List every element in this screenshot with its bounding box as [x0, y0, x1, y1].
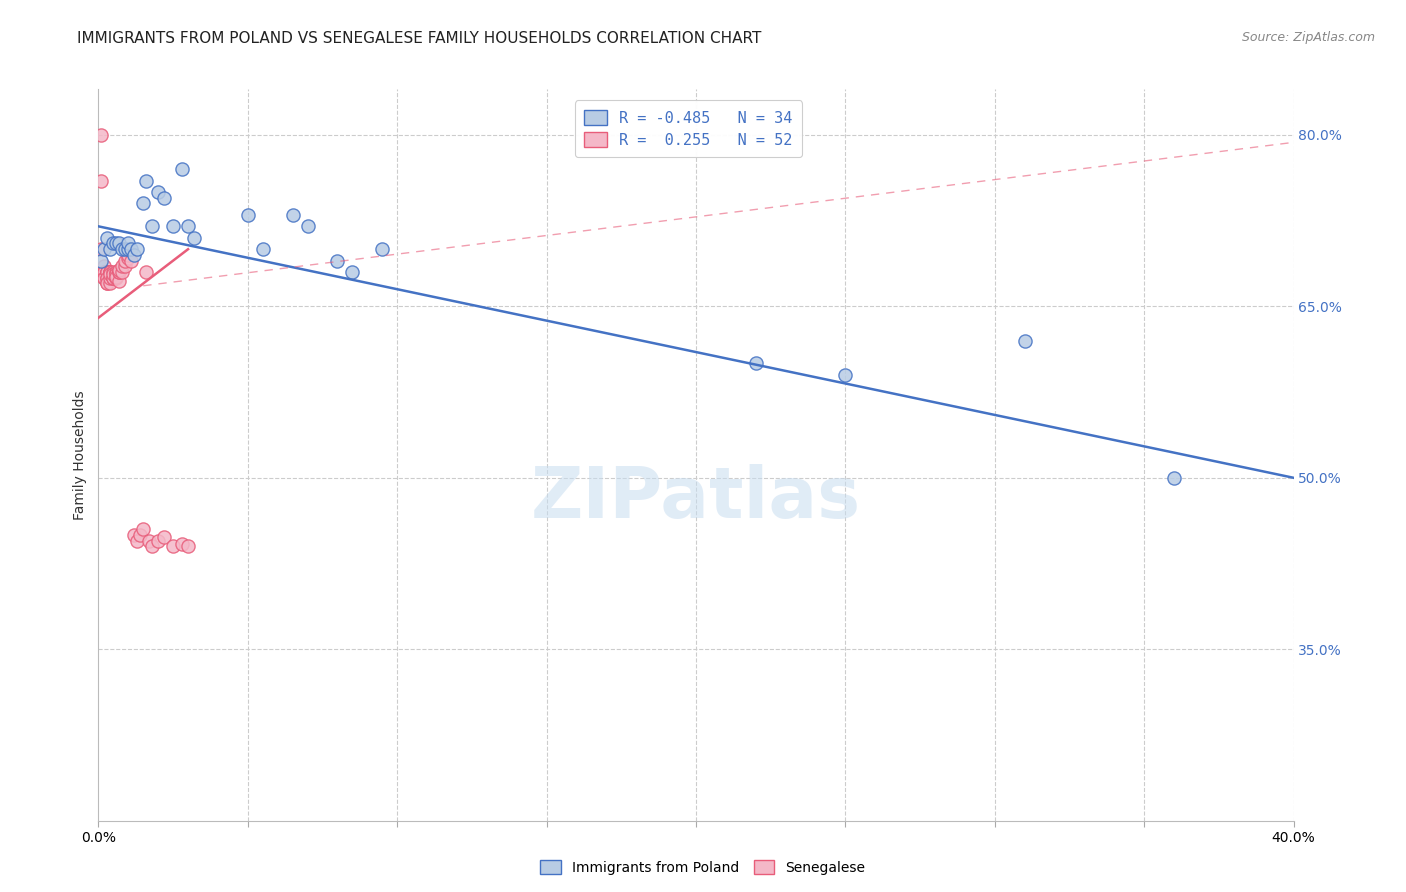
Point	[177, 539, 200, 553]
Point	[108, 265, 131, 279]
Point	[138, 533, 160, 548]
Point	[120, 242, 142, 256]
Point	[127, 533, 149, 548]
Point	[124, 248, 146, 262]
Point	[105, 265, 128, 279]
Legend: R = -0.485   N = 34, R =  0.255   N = 52: R = -0.485 N = 34, R = 0.255 N = 52	[575, 101, 801, 157]
Point	[96, 265, 118, 279]
Point	[111, 242, 134, 256]
Point	[93, 242, 115, 256]
Point	[98, 277, 122, 291]
Point	[93, 270, 115, 285]
Text: Source: ZipAtlas.com: Source: ZipAtlas.com	[1241, 31, 1375, 45]
Point	[105, 269, 128, 284]
Point	[117, 242, 139, 256]
Point	[342, 265, 364, 279]
Point	[172, 537, 194, 551]
Point	[183, 231, 205, 245]
Text: ZIPatlas: ZIPatlas	[531, 465, 860, 533]
Point	[135, 173, 157, 187]
Point	[93, 265, 115, 279]
Point	[132, 522, 155, 536]
Point	[153, 530, 176, 544]
Point	[177, 219, 200, 234]
Point	[93, 260, 115, 274]
Text: IMMIGRANTS FROM POLAND VS SENEGALESE FAMILY HOUSEHOLDS CORRELATION CHART: IMMIGRANTS FROM POLAND VS SENEGALESE FAM…	[77, 31, 762, 46]
Point	[90, 253, 112, 268]
Point	[111, 260, 134, 274]
Point	[745, 356, 768, 371]
Point	[98, 265, 122, 279]
Point	[93, 265, 115, 279]
Point	[114, 242, 136, 256]
Point	[93, 270, 115, 285]
Point	[98, 242, 122, 256]
Point	[117, 252, 139, 266]
Point	[297, 219, 319, 234]
Point	[117, 236, 139, 251]
Point	[96, 265, 118, 279]
Point	[96, 270, 118, 285]
Point	[162, 539, 184, 553]
Point	[371, 242, 394, 256]
Point	[1014, 334, 1036, 348]
Point	[98, 265, 122, 279]
Point	[281, 208, 304, 222]
Point	[127, 242, 149, 256]
Point	[117, 248, 139, 262]
Point	[96, 277, 118, 291]
Point	[108, 265, 131, 279]
Point	[1163, 471, 1185, 485]
Point	[124, 528, 146, 542]
Point	[105, 268, 128, 282]
Point	[153, 191, 176, 205]
Point	[141, 539, 163, 553]
Point	[252, 242, 274, 256]
Point	[103, 270, 125, 285]
Point	[326, 253, 349, 268]
Point	[132, 196, 155, 211]
Point	[103, 268, 125, 282]
Point	[834, 368, 856, 382]
Y-axis label: Family Households: Family Households	[73, 390, 87, 520]
Point	[236, 208, 259, 222]
Point	[98, 268, 122, 282]
Point	[96, 231, 118, 245]
Point	[103, 265, 125, 279]
Point	[148, 533, 170, 548]
Point	[105, 270, 128, 285]
Point	[120, 253, 142, 268]
Point	[114, 253, 136, 268]
Point	[162, 219, 184, 234]
Point	[103, 236, 125, 251]
Point	[108, 262, 131, 277]
Point	[114, 260, 136, 274]
Point	[98, 265, 122, 279]
Legend: Immigrants from Poland, Senegalese: Immigrants from Poland, Senegalese	[534, 855, 872, 880]
Point	[90, 242, 112, 256]
Point	[105, 236, 128, 251]
Point	[96, 265, 118, 279]
Point	[96, 270, 118, 285]
Point	[172, 162, 194, 177]
Point	[111, 265, 134, 279]
Point	[108, 274, 131, 288]
Point	[141, 219, 163, 234]
Point	[148, 185, 170, 199]
Point	[98, 270, 122, 285]
Point	[129, 528, 152, 542]
Point	[108, 236, 131, 251]
Point	[96, 277, 118, 291]
Point	[103, 270, 125, 285]
Point	[135, 265, 157, 279]
Point	[90, 128, 112, 142]
Point	[90, 173, 112, 187]
